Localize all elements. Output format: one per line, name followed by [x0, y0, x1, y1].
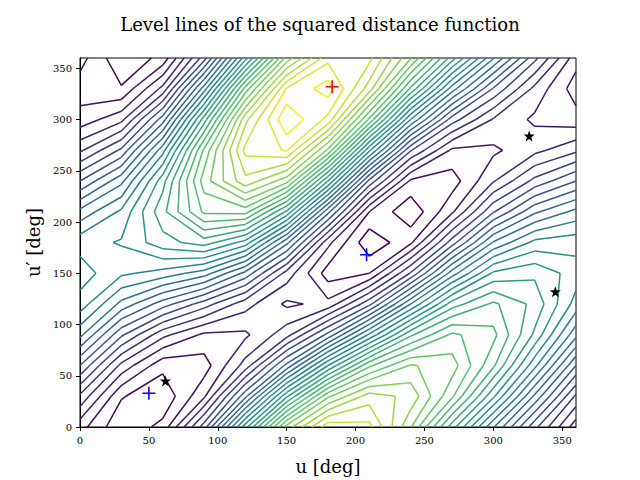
- svg-text:100: 100: [208, 435, 227, 446]
- svg-text:200: 200: [346, 435, 365, 446]
- svg-text:0: 0: [77, 435, 83, 446]
- svg-text:50: 50: [143, 435, 156, 446]
- svg-text:u′ [deg]: u′ [deg]: [23, 208, 44, 277]
- svg-text:100: 100: [53, 319, 72, 330]
- svg-text:300: 300: [484, 435, 503, 446]
- svg-text:300: 300: [53, 114, 72, 125]
- svg-text:150: 150: [277, 435, 296, 446]
- svg-text:50: 50: [59, 370, 72, 381]
- svg-text:200: 200: [53, 217, 72, 228]
- svg-text:250: 250: [53, 165, 72, 176]
- svg-text:0: 0: [66, 422, 72, 433]
- svg-text:250: 250: [415, 435, 434, 446]
- svg-text:u [deg]: u [deg]: [295, 456, 360, 477]
- svg-text:350: 350: [53, 63, 72, 74]
- svg-text:350: 350: [553, 435, 572, 446]
- svg-text:Level lines of the squared dis: Level lines of the squared distance func…: [120, 14, 520, 35]
- svg-text:150: 150: [53, 268, 72, 279]
